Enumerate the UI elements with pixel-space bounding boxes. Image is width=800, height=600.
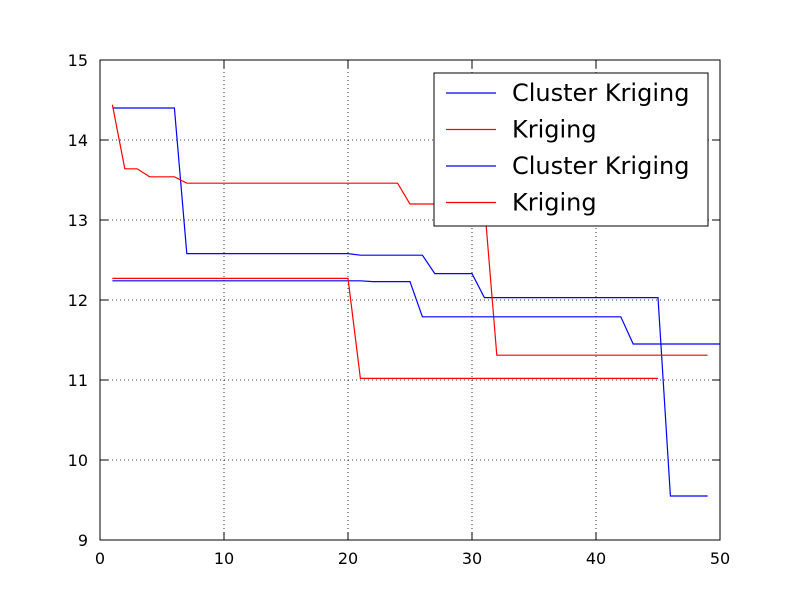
legend-label-1: Cluster Kriging [512, 79, 689, 107]
axis-ticks: 0 10 20 30 40 50 9 10 11 12 13 14 15 [68, 51, 731, 568]
y-tick-label: 12 [68, 291, 88, 310]
y-tick-label: 13 [68, 211, 88, 230]
series-line-3 [112, 280, 720, 345]
series-line-2 [111, 104, 708, 356]
legend: Cluster Kriging Kriging Cluster Kriging Kri… [433, 72, 709, 227]
x-tick-label: 20 [338, 549, 358, 568]
legend-label-2: Kriging [512, 116, 597, 144]
y-tick-label: 10 [68, 451, 88, 470]
y-tick-label: 15 [68, 51, 88, 70]
x-tick-label: 30 [462, 549, 482, 568]
x-tick-label: 0 [95, 549, 105, 568]
series-layer [111, 104, 720, 497]
x-tick-label: 50 [710, 549, 730, 568]
series-line-4 [112, 277, 658, 379]
y-tick-label: 9 [78, 531, 88, 550]
y-tick-label: 14 [68, 131, 88, 150]
x-tick-label: 10 [214, 549, 234, 568]
legend-box [433, 72, 709, 227]
x-tick-label: 40 [586, 549, 606, 568]
series-line-1 [112, 107, 708, 497]
y-tick-label: 11 [68, 371, 88, 390]
legend-label-4: Kriging [512, 189, 597, 217]
legend-label-3: Cluster Kriging [512, 152, 689, 180]
